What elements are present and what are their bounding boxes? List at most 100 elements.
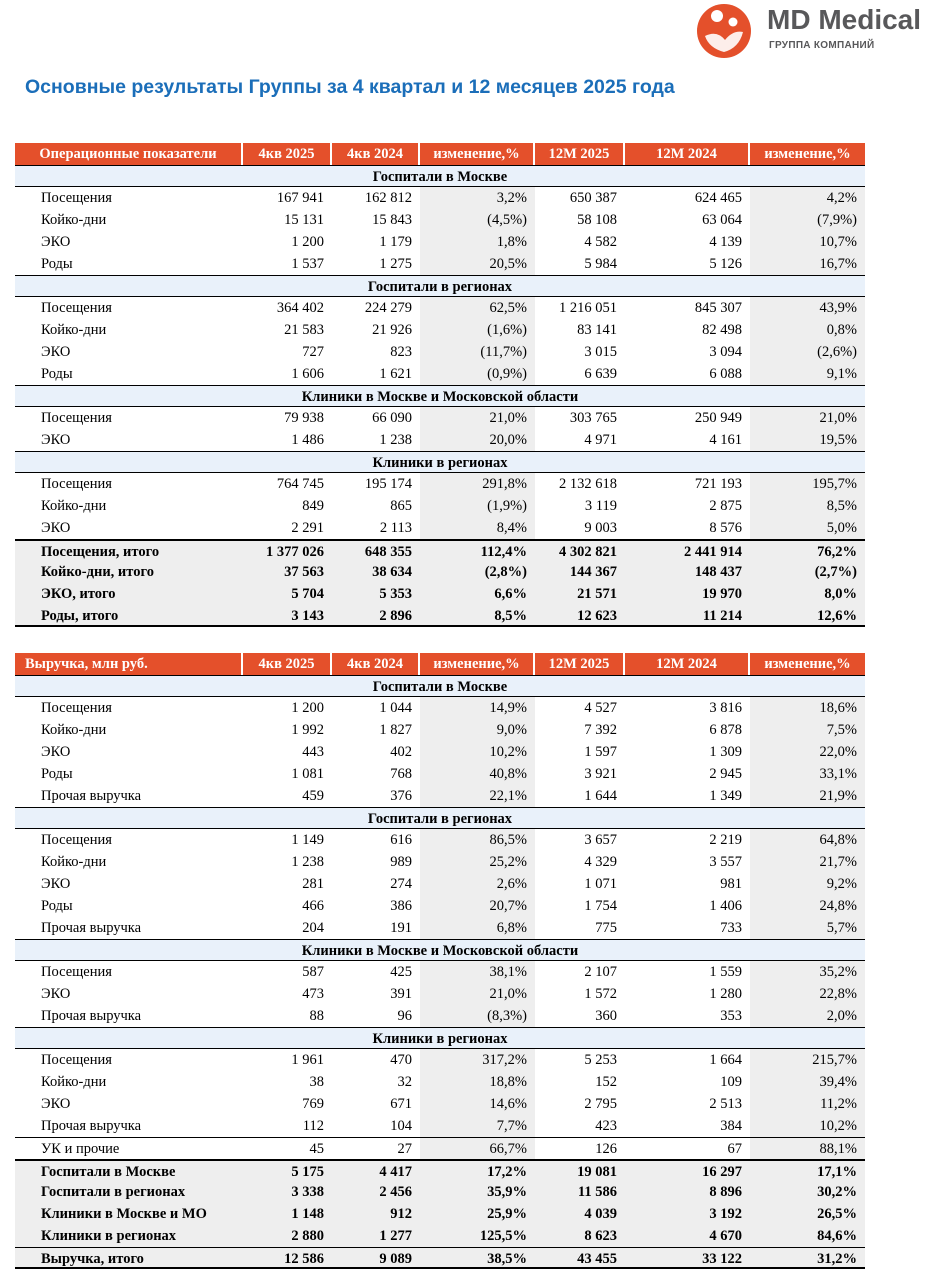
cell: ЭКО: [41, 876, 71, 892]
cell: 112: [302, 1118, 324, 1134]
total-row: Роды, итого 3 143 2 896 8,5% 12 623 11 214 12,…: [15, 605, 865, 627]
cell: (7,9%): [750, 209, 865, 231]
cell: Койко-дни: [41, 212, 107, 228]
cell: 733: [720, 920, 742, 936]
cell: 1 280: [709, 986, 742, 1002]
cell: ЭКО: [41, 234, 71, 250]
cell: 3 119: [584, 498, 617, 514]
cell: 21,0%: [420, 407, 535, 429]
cell: 191: [390, 920, 412, 936]
cell: 15 843: [372, 212, 412, 228]
total-row: Госпитали в Москве 5 175 4 417 17,2% 19 081 1…: [15, 1159, 865, 1181]
cell: изменение,%: [764, 656, 851, 672]
cell: 1 754: [584, 898, 617, 914]
data-row: Посещения 364 402 224 279 62,5% 1 216 051 845…: [15, 297, 865, 319]
cell: 5,7%: [750, 917, 865, 939]
cell: Посещения: [41, 410, 112, 426]
cell: 96: [397, 1008, 413, 1024]
header-row: Выручка, млн руб. 4кв 2025 4кв 2024 изменен…: [15, 653, 865, 675]
cell: 2 441 914: [684, 544, 742, 560]
cell: 6,8%: [420, 917, 535, 939]
cell: (1,6%): [420, 319, 535, 341]
cell: 303 765: [569, 410, 617, 426]
cell: 470: [390, 1052, 412, 1068]
cell: 4 329: [584, 854, 617, 870]
cell: Посещения: [41, 300, 112, 316]
cell: 1 961: [291, 1052, 324, 1068]
cell: 587: [302, 964, 324, 980]
cell: 2 113: [379, 520, 412, 536]
cell: 3 921: [584, 766, 617, 782]
cell: 5 984: [584, 256, 617, 272]
data-row: Прочая выручка 459 376 22,1% 1 644 1 349 21,9%: [15, 785, 865, 807]
cell: 204: [302, 920, 324, 936]
data-row: ЭКО 769 671 14,6% 2 795 2 513 11,2%: [15, 1093, 865, 1115]
cell: 9,1%: [750, 363, 865, 385]
cell: 11 586: [577, 1184, 617, 1200]
cell: 3,2%: [420, 187, 535, 209]
cell: 4 670: [709, 1228, 742, 1244]
cell: (11,7%): [420, 341, 535, 363]
cell: Клиники в Москве и МО: [41, 1206, 207, 1222]
cell: 62,5%: [420, 297, 535, 319]
cell: Роды: [41, 766, 73, 782]
grand-total-row: Выручка, итого 12 586 9 089 38,5% 43 455 33 1…: [15, 1247, 865, 1269]
section-title: Госпитали в Москве: [15, 675, 865, 697]
cell: 20,5%: [420, 253, 535, 275]
cell: 402: [390, 744, 412, 760]
cell: 17,1%: [817, 1164, 857, 1180]
cell: 35,2%: [750, 961, 865, 983]
cell: Посещения: [41, 190, 112, 206]
section-title: Клиники в регионах: [15, 451, 865, 473]
cell: 4кв 2025: [243, 143, 332, 165]
cell: 2,6%: [420, 873, 535, 895]
cell: (4,5%): [420, 209, 535, 231]
cell: 45: [309, 1141, 325, 1157]
cell: 2 107: [584, 964, 617, 980]
cell: УК и прочие: [41, 1141, 120, 1157]
cell: 10,2%: [420, 741, 535, 763]
cell: 376: [390, 788, 412, 804]
cell: 360: [595, 1008, 617, 1024]
cell: 6 639: [584, 366, 617, 382]
cell: 721 193: [694, 476, 742, 492]
cell: 1 309: [709, 744, 742, 760]
cell: 1 275: [379, 256, 412, 272]
cell: 775: [595, 920, 617, 936]
cell: 1 597: [584, 744, 617, 760]
cell: 88,1%: [750, 1138, 865, 1159]
cell: ЭКО: [41, 986, 71, 1002]
cell: Посещения: [41, 700, 112, 716]
cell: 3 816: [709, 700, 742, 716]
cell: 9,0%: [420, 719, 535, 741]
cell: 20,0%: [420, 429, 535, 451]
cell: 14,6%: [420, 1093, 535, 1115]
cell: 1 992: [291, 722, 324, 738]
cell: 26,5%: [817, 1206, 857, 1222]
cell: Прочая выручка: [41, 1118, 142, 1134]
total-row: Клиники в Москве и МО 1 148 912 25,9% 4 039 3…: [15, 1203, 865, 1225]
section-title: Госпитали в Москве: [15, 165, 865, 187]
table: Выручка, млн руб. 4кв 2025 4кв 2024 изменен…: [15, 653, 865, 1269]
cell: 1 572: [584, 986, 617, 1002]
cell: 125,5%: [479, 1228, 527, 1244]
data-row: Прочая выручка 112 104 7,7% 423 384 10,2%: [15, 1115, 865, 1137]
cell: 12 586: [284, 1251, 324, 1267]
cell: 1 081: [291, 766, 324, 782]
cell: 67: [727, 1141, 743, 1157]
cell: 769: [302, 1096, 324, 1112]
cell: 5 126: [709, 256, 742, 272]
cell: 2 880: [291, 1228, 324, 1244]
cell: 11,2%: [750, 1093, 865, 1115]
cell: Койко-дни: [41, 854, 107, 870]
table: Операционные показатели 4кв 2025 4кв 2024 и…: [15, 143, 865, 627]
data-row: Посещения 764 745 195 174 291,8% 2 132 618 72…: [15, 473, 865, 495]
section-title: Клиники в Москве и Московской области: [15, 385, 865, 407]
cell: 8,5%: [494, 608, 527, 624]
cell: Посещения: [41, 832, 112, 848]
cell: 4 971: [584, 432, 617, 448]
cell: Койко-дни: [41, 322, 107, 338]
cell: 1 238: [291, 854, 324, 870]
cell: 63 064: [702, 212, 742, 228]
cell: 144 367: [569, 564, 617, 580]
